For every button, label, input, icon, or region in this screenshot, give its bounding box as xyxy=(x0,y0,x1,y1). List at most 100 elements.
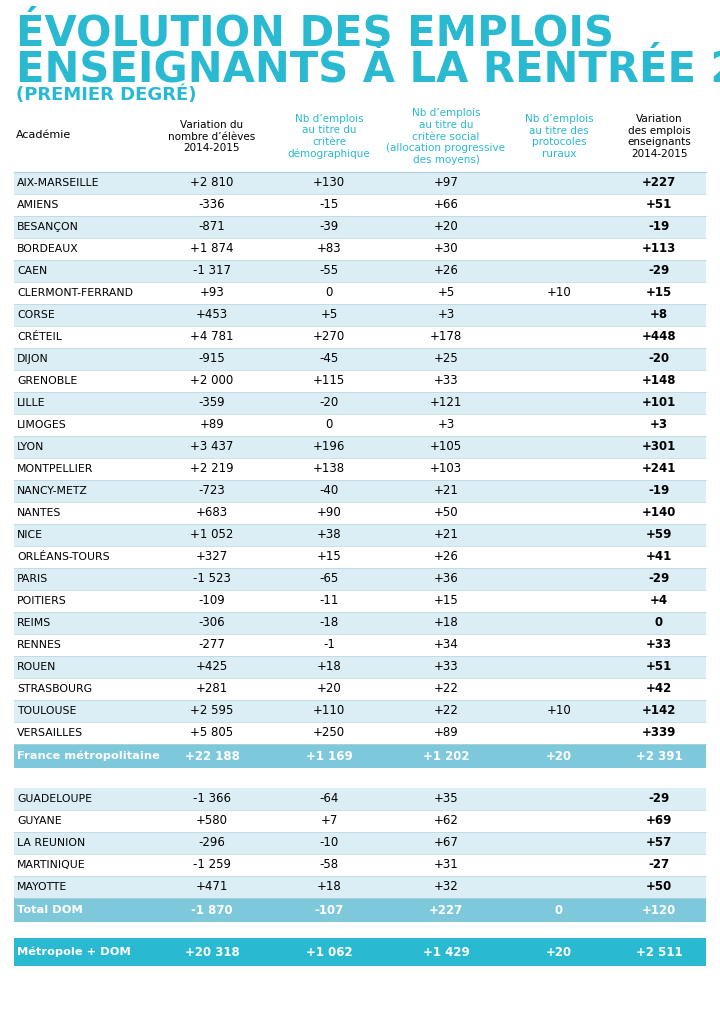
Text: TOULOUSE: TOULOUSE xyxy=(17,706,76,716)
Bar xyxy=(14,898,706,922)
Text: +471: +471 xyxy=(196,881,228,894)
Text: +8: +8 xyxy=(650,308,668,321)
Text: -65: -65 xyxy=(320,573,338,586)
Text: +1 202: +1 202 xyxy=(423,749,469,763)
Text: +2 000: +2 000 xyxy=(190,375,233,388)
Text: DIJON: DIJON xyxy=(17,354,49,364)
Text: +18: +18 xyxy=(317,661,341,674)
Text: +35: +35 xyxy=(433,793,459,806)
Text: Total DOM: Total DOM xyxy=(17,905,83,915)
Text: ENSEIGNANTS À LA RENTRÉE 2015: ENSEIGNANTS À LA RENTRÉE 2015 xyxy=(16,48,720,90)
Text: Nb d’emplois
au titre du
critère social
(allocation progressive
des moyens): Nb d’emplois au titre du critère social … xyxy=(387,108,505,165)
Text: 0: 0 xyxy=(655,616,663,629)
Text: -29: -29 xyxy=(649,793,670,806)
Text: CLERMONT-FERRAND: CLERMONT-FERRAND xyxy=(17,288,133,298)
Text: +90: +90 xyxy=(317,506,341,519)
Text: -10: -10 xyxy=(320,836,338,849)
Text: +227: +227 xyxy=(429,904,463,916)
Text: +34: +34 xyxy=(433,638,459,651)
Text: +2 391: +2 391 xyxy=(636,749,683,763)
Text: +448: +448 xyxy=(642,330,676,343)
Text: -109: -109 xyxy=(199,595,225,607)
Text: AMIENS: AMIENS xyxy=(17,200,59,210)
Text: -58: -58 xyxy=(320,858,338,872)
Text: +21: +21 xyxy=(433,485,459,498)
Bar xyxy=(14,282,706,304)
Text: +270: +270 xyxy=(313,330,345,343)
Text: +3: +3 xyxy=(437,418,454,431)
Text: +5: +5 xyxy=(320,308,338,321)
Text: STRASBOURG: STRASBOURG xyxy=(17,684,92,694)
Text: +15: +15 xyxy=(433,595,459,607)
Text: RENNES: RENNES xyxy=(17,640,62,650)
Text: +142: +142 xyxy=(642,705,676,717)
Text: Variation
des emplois
enseignants
2014-2015: Variation des emplois enseignants 2014-2… xyxy=(627,114,691,159)
Text: +241: +241 xyxy=(642,463,676,476)
Bar xyxy=(14,326,706,348)
Text: -723: -723 xyxy=(199,485,225,498)
Text: +138: +138 xyxy=(313,463,345,476)
Text: -1 317: -1 317 xyxy=(193,265,231,278)
Text: -277: -277 xyxy=(199,638,225,651)
Text: VERSAILLES: VERSAILLES xyxy=(17,728,83,738)
Text: +1 062: +1 062 xyxy=(306,945,352,958)
Text: -1 870: -1 870 xyxy=(192,904,233,916)
Text: +10: +10 xyxy=(546,705,572,717)
Text: +25: +25 xyxy=(433,352,459,366)
Text: -27: -27 xyxy=(649,858,670,872)
Bar xyxy=(14,260,706,282)
Bar xyxy=(14,216,706,238)
Text: -1 523: -1 523 xyxy=(193,573,231,586)
Bar xyxy=(14,414,706,436)
Text: -40: -40 xyxy=(320,485,338,498)
Text: POITIERS: POITIERS xyxy=(17,596,67,606)
Text: REIMS: REIMS xyxy=(17,618,51,628)
Bar xyxy=(14,436,706,458)
Text: +196: +196 xyxy=(312,440,345,453)
Text: +51: +51 xyxy=(646,199,672,211)
Bar xyxy=(14,524,706,546)
Text: +50: +50 xyxy=(646,881,672,894)
Bar xyxy=(14,568,706,590)
Bar xyxy=(14,876,706,898)
Bar xyxy=(14,722,706,744)
Text: +33: +33 xyxy=(433,661,459,674)
Text: +281: +281 xyxy=(196,683,228,696)
Text: +7: +7 xyxy=(320,814,338,827)
Text: ORLÉANS-TOURS: ORLÉANS-TOURS xyxy=(17,552,109,562)
Text: +62: +62 xyxy=(433,814,459,827)
Text: BESANÇON: BESANÇON xyxy=(17,222,79,232)
Text: +42: +42 xyxy=(646,683,672,696)
Text: +5: +5 xyxy=(437,287,454,300)
Text: +2 219: +2 219 xyxy=(190,463,234,476)
Text: ROUEN: ROUEN xyxy=(17,662,56,672)
Bar xyxy=(14,678,706,700)
Text: +327: +327 xyxy=(196,550,228,564)
Text: +18: +18 xyxy=(317,881,341,894)
Text: +425: +425 xyxy=(196,661,228,674)
Text: +140: +140 xyxy=(642,506,676,519)
Text: -19: -19 xyxy=(649,220,670,233)
Text: -39: -39 xyxy=(320,220,338,233)
Text: LA REUNION: LA REUNION xyxy=(17,838,85,848)
Text: -871: -871 xyxy=(199,220,225,233)
Bar xyxy=(14,238,706,260)
Text: +36: +36 xyxy=(433,573,459,586)
Text: GUADELOUPE: GUADELOUPE xyxy=(17,794,92,804)
Text: +105: +105 xyxy=(430,440,462,453)
Bar xyxy=(14,348,706,370)
Bar xyxy=(14,938,706,966)
Text: +4 781: +4 781 xyxy=(190,330,234,343)
Text: -29: -29 xyxy=(649,573,670,586)
Text: +453: +453 xyxy=(196,308,228,321)
Text: Académie: Académie xyxy=(16,129,71,139)
Text: +20: +20 xyxy=(546,749,572,763)
Text: -11: -11 xyxy=(319,595,338,607)
Text: NANTES: NANTES xyxy=(17,508,61,518)
Text: -20: -20 xyxy=(649,352,670,366)
Text: -296: -296 xyxy=(199,836,225,849)
Text: LYON: LYON xyxy=(17,442,45,452)
Text: CORSE: CORSE xyxy=(17,310,55,320)
Text: 0: 0 xyxy=(325,418,333,431)
Text: +1 429: +1 429 xyxy=(423,945,469,958)
